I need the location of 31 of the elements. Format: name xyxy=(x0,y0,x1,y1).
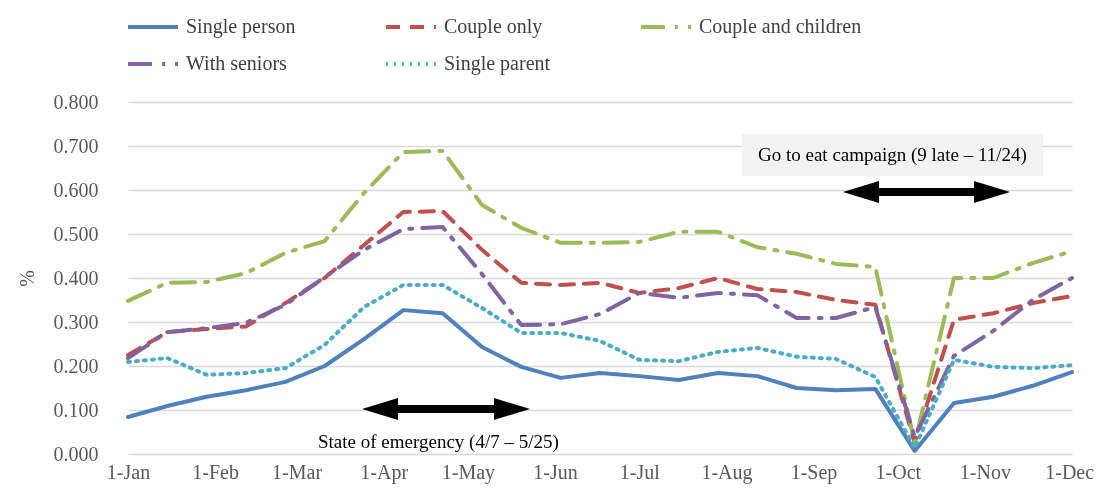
y-tick-label: 0.600 xyxy=(53,178,99,201)
y-tick-label: 0.100 xyxy=(53,398,99,421)
x-tick-label: 1-May xyxy=(441,460,496,484)
x-tick-label: 1-Jul xyxy=(619,460,661,483)
y-tick-label: 0.400 xyxy=(53,266,99,289)
x-tick-label: 1-Oct xyxy=(875,460,922,483)
y-tick-label: 0.300 xyxy=(53,310,99,333)
y-axis-title: % xyxy=(15,270,38,287)
y-tick-label: 0.200 xyxy=(53,354,99,377)
x-tick-label: 1-Jun xyxy=(533,460,578,483)
y-tick-label: 0.500 xyxy=(53,222,99,245)
y-tick-label: 0.700 xyxy=(53,134,99,157)
line-series xyxy=(126,283,1074,450)
y-tick-label: 0.800 xyxy=(53,90,99,113)
line-series xyxy=(126,308,1074,453)
x-tick-label: 1-Sep xyxy=(790,460,838,484)
x-tick-label: 1-Dec xyxy=(1045,460,1095,483)
annotation: State of emergency (4/7 – 5/25) xyxy=(318,431,559,453)
x-tick-label: 1-Mar xyxy=(272,460,323,483)
legend-label: With seniors xyxy=(186,52,288,74)
legend-label: Single parent xyxy=(444,52,551,75)
legend-label: Single person xyxy=(186,15,296,38)
x-tick-label: 1-Jan xyxy=(106,460,151,483)
annotation: Go to eat campaign (9 late – 11/24) xyxy=(742,134,1043,176)
x-tick-label: 1-Feb xyxy=(192,460,239,483)
legend-label: Couple and children xyxy=(699,15,862,38)
y-tick-label: 0.000 xyxy=(53,442,99,465)
x-tick-label: 1-Apr xyxy=(360,460,409,484)
x-tick-label: 1-Nov xyxy=(959,460,1011,483)
x-tick-label: 1-Aug xyxy=(701,460,753,484)
legend-label: Couple only xyxy=(444,15,543,38)
